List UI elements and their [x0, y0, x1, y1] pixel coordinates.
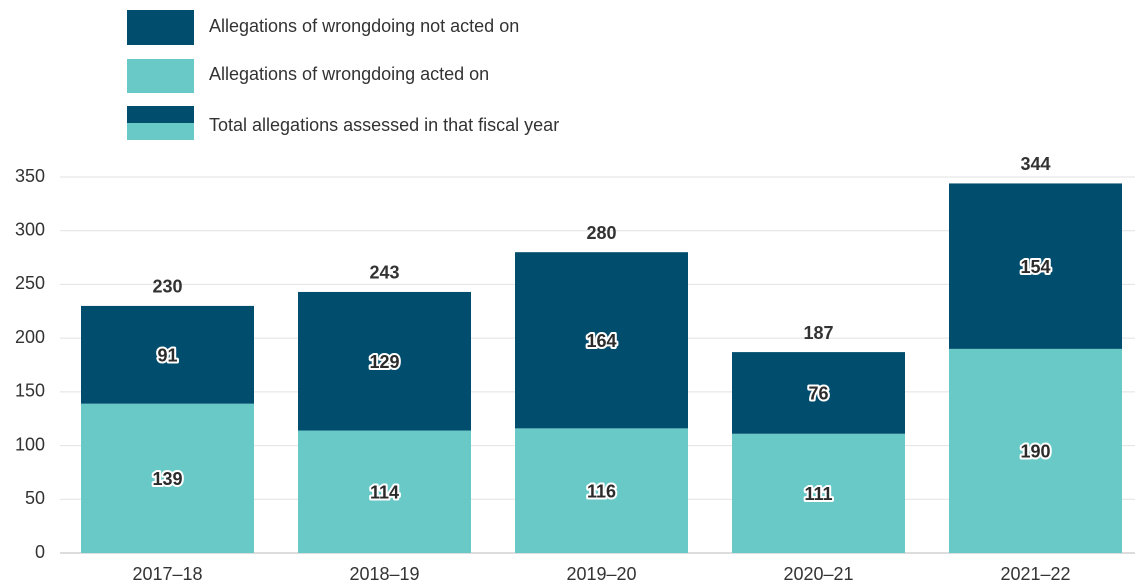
x-tick-label: 2019–20 — [566, 564, 636, 584]
y-tick-label: 200 — [15, 327, 45, 347]
bar-segment — [298, 430, 471, 553]
bar-segment — [515, 252, 688, 429]
y-tick-label: 50 — [25, 488, 45, 508]
bar-segment — [732, 352, 905, 434]
y-tick-label: 0 — [35, 542, 45, 562]
value-label: 114 — [370, 483, 399, 503]
x-tick-label: 2021–22 — [1000, 564, 1070, 584]
value-label: 76 — [808, 384, 828, 404]
value-label: 111 — [804, 484, 832, 504]
x-tick-label: 2017–18 — [132, 564, 202, 584]
value-label: 129 — [369, 352, 399, 372]
legend: Allegations of wrongdoing not acted on A… — [127, 10, 559, 140]
x-tick-label: 2020–21 — [783, 564, 853, 584]
y-tick-label: 300 — [15, 219, 45, 239]
bar-segment — [732, 433, 905, 553]
y-tick-label: 100 — [15, 434, 45, 454]
total-label: 187 — [803, 323, 833, 343]
legend-label: Allegations of wrongdoing not acted on — [209, 16, 519, 36]
total-label: 230 — [152, 277, 182, 297]
total-label: 243 — [369, 263, 399, 283]
value-label: 164 — [586, 331, 616, 351]
legend-label: Allegations of wrongdoing acted on — [209, 64, 489, 84]
legend-swatch — [127, 106, 194, 123]
value-label: 139 — [152, 469, 182, 489]
bar-segment — [81, 403, 254, 553]
y-tick-label: 250 — [15, 273, 45, 293]
bar-segment — [949, 348, 1122, 553]
legend-swatch — [127, 10, 194, 45]
total-label: 344 — [1020, 154, 1050, 174]
y-tick-label: 350 — [15, 166, 45, 186]
value-label: 154 — [1020, 257, 1050, 277]
value-label: 91 — [157, 346, 177, 366]
bar-segment — [81, 305, 254, 404]
bar-segment — [949, 183, 1122, 349]
legend-label: Total allegations assessed in that fisca… — [209, 115, 559, 135]
value-label: 116 — [587, 481, 616, 501]
bar-segment — [298, 291, 471, 431]
total-label: 280 — [586, 223, 616, 243]
bar-segment — [515, 428, 688, 553]
value-label: 190 — [1020, 442, 1050, 462]
x-tick-label: 2018–19 — [349, 564, 419, 584]
legend-swatch — [127, 123, 194, 140]
y-tick-label: 150 — [15, 381, 45, 401]
legend-swatch — [127, 59, 194, 93]
